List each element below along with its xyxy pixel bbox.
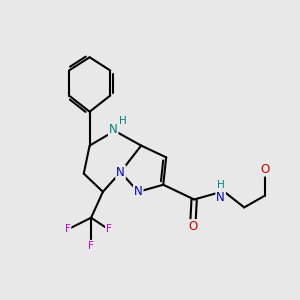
Text: O: O [188, 220, 197, 233]
Text: H: H [119, 116, 127, 126]
Text: F: F [106, 224, 112, 235]
Text: N: N [109, 123, 118, 136]
Text: F: F [88, 241, 94, 251]
Text: O: O [260, 163, 269, 176]
Text: N: N [134, 185, 142, 198]
Text: H: H [217, 180, 224, 190]
Text: N: N [216, 191, 225, 204]
Text: N: N [116, 166, 125, 178]
Text: F: F [64, 224, 70, 235]
